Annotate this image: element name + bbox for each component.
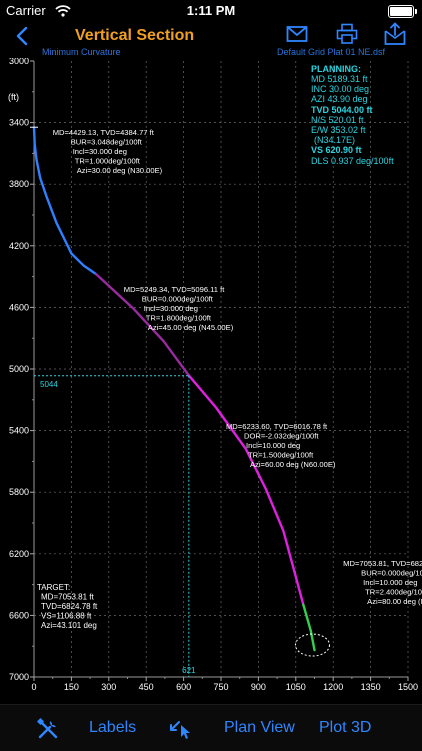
y-tick-label: 3400 (9, 118, 29, 128)
annotation-line: Azi=30.00 deg (N30.00E) (77, 166, 163, 175)
target-summary-line: TARGET: (37, 583, 70, 592)
annotation-line: Azi=80.00 deg (N80.00E) (367, 597, 422, 606)
mail-icon[interactable] (286, 25, 308, 43)
x-tick-label: 0 (31, 682, 36, 692)
annotation-line: Incl=30.000 deg (144, 304, 198, 313)
annotation-line: Incl=10.000 deg (246, 441, 300, 450)
target-marker (295, 633, 330, 657)
x-tick-label: 300 (101, 682, 116, 692)
chart-axes (30, 60, 409, 681)
x-tick-label: 1500 (398, 682, 418, 692)
annotation-line: MD=7053.81, TVD=6824.78 ft (343, 559, 422, 568)
annotation-line: TR=1.000deg/100ft (75, 156, 141, 165)
y-tick-label: 5000 (9, 364, 29, 374)
planning-azi: AZI 43.90 deg (311, 94, 368, 104)
x-tick-label: 150 (64, 682, 79, 692)
planning-ew: E/W 353.02 ft (311, 125, 366, 135)
y-tick-label: 5400 (9, 426, 29, 436)
planning-title: PLANNING: (311, 64, 361, 74)
tick-labels: 0 150 300 450 600 750 900 1050 1200 1350 1500 3000 3… (9, 58, 418, 692)
target-summary-line: MD=7053.81 ft (41, 593, 94, 602)
target-lines: 5044 621 (34, 375, 330, 677)
profile-file-label[interactable]: Default Grid Plat 01 NE.dsf (277, 47, 386, 57)
carrier-label: Carrier (6, 3, 46, 18)
trajectory-segment-4 (302, 603, 316, 652)
annotations: MD=4429.13, TVD=4384.77 ftBUR=3.048deg/1… (53, 128, 422, 606)
trajectory-segment-1 (32, 126, 98, 276)
calculation-method-label[interactable]: Minimum Curvature (42, 47, 121, 57)
y-tick-label: 5800 (9, 487, 29, 497)
target-vs-label: 621 (182, 666, 196, 675)
pointer-icon[interactable] (168, 715, 194, 741)
page-title: Vertical Section (75, 27, 195, 44)
x-tick-label: 1050 (286, 682, 306, 692)
plan-view-button[interactable]: Plan View (224, 719, 295, 736)
y-tick-label: 4200 (9, 241, 29, 251)
printer-icon[interactable] (336, 23, 358, 45)
annotation-line: TR=1.800deg/100ft (146, 314, 212, 323)
y-tick-label: 6200 (9, 549, 29, 559)
annotation-3: MD=6233.60, TVD=6016.78 ftDOR=-2.032deg/… (226, 422, 336, 469)
chart-grid (34, 61, 409, 677)
plot-3d-button[interactable]: Plot 3D (319, 719, 372, 736)
nav-bar: Vertical Section Minimum Curvature Defau… (0, 22, 422, 58)
planning-ns: N/S 520.01 ft (311, 115, 364, 125)
annotation-line: BUR=0.000deg/100ft (142, 295, 214, 304)
tools-icon[interactable] (36, 717, 60, 741)
annotation-line: BUR=3.048deg/100ft (71, 137, 143, 146)
annotation-line: Azi=45.00 deg (N45.00E) (148, 323, 234, 332)
annotation-line: MD=4429.13, TVD=4384.77 ft (53, 128, 155, 137)
annotation-line: MD=5249.34, TVD=5096.11 ft (124, 285, 226, 294)
planning-vs: VS 620.90 ft (311, 145, 362, 155)
annotation-line: Incl=30.000 deg (73, 147, 127, 156)
x-tick-label: 600 (176, 682, 191, 692)
annotation-line: TR=2.400deg/100ft (365, 588, 422, 597)
planning-inc: INC 30.00 deg (311, 84, 369, 94)
chevron-left-icon[interactable] (14, 26, 30, 46)
bottom-toolbar: Labels Plan View Plot 3D (0, 704, 422, 751)
annotation-line: DOR=-2.032deg/100ft (244, 432, 319, 441)
annotation-4: MD=7053.81, TVD=6824.78 ftBUR=0.000deg/1… (343, 559, 422, 606)
target-summary-line: Azi=43.101 deg (41, 621, 97, 630)
annotation-line: TR=1.500deg/100ft (248, 451, 314, 460)
x-tick-label: 1350 (361, 682, 381, 692)
trajectory-series (30, 126, 316, 652)
planning-md: MD 5189.31 ft (311, 74, 368, 84)
planning-panel: PLANNING: MD 5189.31 ft INC 30.00 deg AZ… (311, 64, 394, 166)
vertical-section-chart[interactable]: 0 150 300 450 600 750 900 1050 1200 1350 1500 3000 3… (0, 58, 422, 704)
labels-button[interactable]: Labels (89, 719, 137, 736)
annotation-1: MD=4429.13, TVD=4384.77 ftBUR=3.048deg/1… (53, 128, 163, 175)
y-tick-label: 3800 (9, 179, 29, 189)
x-tick-label: 750 (213, 682, 228, 692)
target-tvd-label: 5044 (40, 380, 58, 389)
y-tick-label: 6600 (9, 610, 29, 620)
y-axis-label: (ft) (8, 92, 19, 102)
status-bar: Carrier 1:11 PM (0, 0, 422, 22)
trajectory-segment-2 (95, 273, 191, 377)
planning-dls: DLS 0.937 deg/100ft (311, 156, 394, 166)
trajectory-segment-3 (187, 374, 305, 606)
annotation-2: MD=5249.34, TVD=5096.11 ftBUR=0.000deg/1… (124, 285, 234, 332)
x-tick-label: 900 (251, 682, 266, 692)
wifi-icon (55, 5, 71, 17)
y-tick-label: 7000 (9, 672, 29, 682)
x-tick-label: 1200 (323, 682, 343, 692)
y-tick-label: 3000 (9, 58, 29, 66)
y-tick-label: 4600 (9, 302, 29, 312)
target-summary-line: VS=1106.88 ft (41, 612, 92, 621)
planning-direction: (N34.17E) (314, 135, 355, 145)
planning-tvd: TVD 5044.00 ft (311, 105, 373, 115)
annotation-line: BUR=0.000deg/100ft (361, 569, 422, 578)
x-tick-label: 450 (139, 682, 154, 692)
clock: 1:11 PM (186, 3, 236, 18)
annotation-line: Azi=60.00 deg (N60.00E) (250, 460, 336, 469)
annotation-line: MD=6233.60, TVD=6016.78 ft (226, 422, 328, 431)
battery-icon (388, 5, 417, 18)
annotation-line: Incl=10.000 deg (363, 578, 417, 587)
target-summary-line: TVD=6824.78 ft (41, 602, 98, 611)
export-icon[interactable] (384, 22, 406, 46)
